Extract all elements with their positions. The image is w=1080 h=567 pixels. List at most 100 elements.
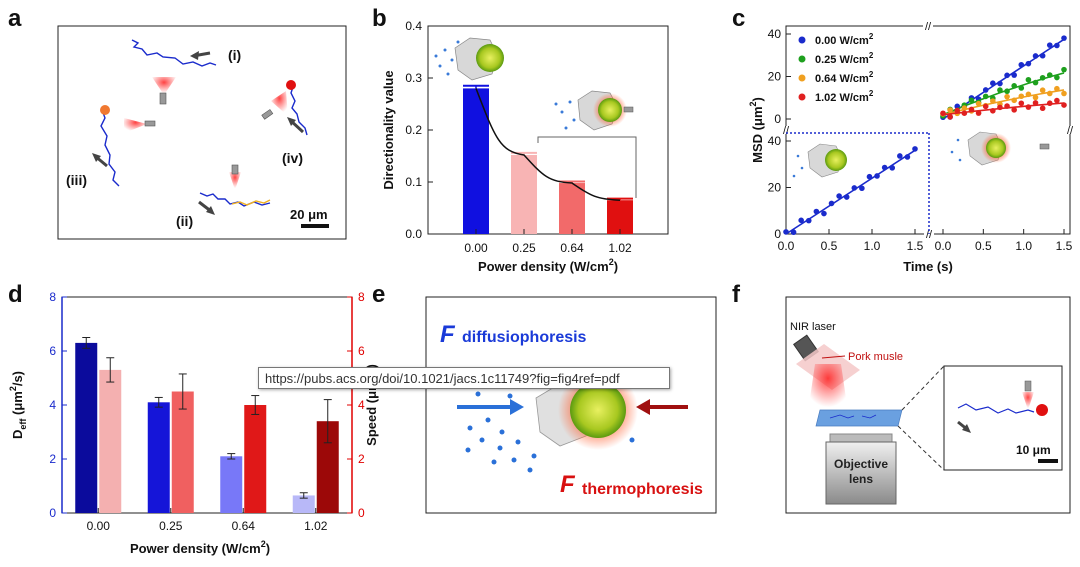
panel-c-legend-marker — [798, 55, 806, 63]
panel-c-ytick-label: 0 — [774, 227, 781, 241]
arrow-iii-head — [92, 153, 101, 162]
panel-label-c: c — [732, 5, 745, 32]
laser-beam-iv — [271, 91, 288, 116]
panel-c-point — [1054, 42, 1060, 49]
panel-c-xtick-label: 1.5 — [1056, 239, 1073, 253]
panel-b-bar — [559, 183, 585, 234]
panel-d-ytick-right-label: 2 — [358, 452, 365, 466]
panel-e: F diffusiophoresis F thermophoresis — [425, 296, 717, 514]
panel-f-objective-label-1: Objective — [834, 457, 888, 471]
panel-e-f1: F — [440, 321, 456, 348]
panel-b-chart: Directionality value Power density (W/cm… — [381, 19, 669, 274]
panel-c-point — [975, 110, 982, 116]
panel-d-ytick-left-label: 6 — [49, 344, 56, 358]
panel-f-objective — [825, 441, 897, 505]
panel-c-xtick-label: 0.5 — [821, 239, 838, 253]
panel-f-inset — [943, 365, 1063, 471]
panel-c-point — [889, 165, 896, 171]
panel-c-point — [1054, 97, 1060, 104]
panel-f-slide — [815, 409, 903, 427]
panel-d-ylabel-left: Deff (μm2/s) — [8, 371, 28, 439]
panel-e-blue-arrow-head — [510, 399, 524, 415]
panel-c-legend-label: 1.02 W/cm2 — [815, 89, 874, 104]
laser-beam-i — [152, 77, 176, 95]
panel-c-legend-label: 0.25 W/cm2 — [815, 51, 874, 66]
laser-head-ii — [231, 164, 239, 175]
panel-label-b: b — [372, 5, 387, 32]
panel-c-point — [881, 164, 888, 171]
panel-f-tissue-pointer — [821, 355, 846, 359]
panel-d-ytick-left-label: 8 — [49, 290, 56, 304]
panel-c-particle-2 — [950, 131, 1050, 166]
panel-c-point — [940, 110, 946, 117]
panel-f-zoom-line-1 — [901, 365, 945, 411]
panel-c-point — [968, 97, 975, 104]
panel-d-bar-speed — [171, 391, 194, 513]
panel-c-point — [982, 103, 989, 110]
panel-c-point — [859, 185, 865, 192]
trajectory-i — [131, 39, 217, 67]
panel-c-point — [1032, 94, 1039, 101]
panel-c-ytick-label: 20 — [768, 181, 782, 195]
panel-e-f2: F — [560, 471, 576, 498]
panel-c-point — [836, 193, 842, 199]
panel-d-bar-speed — [99, 369, 122, 513]
panel-c-point — [1011, 97, 1017, 104]
arrow-ii-head — [206, 206, 215, 215]
panel-c-particle-1 — [792, 143, 847, 178]
panel-f: NIR laser Pork musle Objective lens 10 μ… — [785, 296, 1071, 514]
panel-c-xbreak: // — [926, 229, 933, 241]
arrow-iv-head — [287, 117, 296, 126]
panel-c-point — [1004, 72, 1010, 79]
scalebar-a — [301, 224, 329, 228]
panel-c-point — [975, 100, 982, 107]
panel-c-point — [1061, 66, 1067, 73]
panel-d-bar-deff — [147, 402, 170, 513]
panel-c-point — [1046, 100, 1053, 107]
panel-e-f2-sub: thermophoresis — [582, 481, 703, 498]
panel-label-d: d — [8, 281, 23, 308]
panel-c-xtick-label: 0.0 — [935, 239, 952, 253]
panel-b-xtick-label: 1.02 — [608, 241, 632, 255]
panel-b-bar — [511, 154, 537, 234]
panel-b-ylabel: Directionality value — [381, 70, 396, 189]
panel-c-ylabel: MSD (μm2) — [748, 97, 765, 163]
panel-f-scalebar-label: 10 μm — [1016, 443, 1051, 457]
panel-c-point — [961, 110, 968, 116]
panel-c-xtick-label: 0.5 — [975, 239, 992, 253]
panel-c-point — [1018, 61, 1025, 68]
panel-c-point — [961, 105, 968, 111]
panel-c-point — [1025, 91, 1032, 98]
panel-c-point — [1054, 74, 1060, 81]
panel-c-point — [851, 185, 858, 191]
panel-c-point — [1039, 74, 1046, 81]
panel-c-point — [1039, 87, 1046, 94]
panel-b-particle-1 — [434, 37, 504, 81]
panel-c-ytick-label: 40 — [768, 134, 782, 148]
panel-c-ytick-label: 40 — [768, 27, 782, 41]
panel-f-objective-top — [829, 433, 893, 443]
panel-c-point — [947, 107, 953, 113]
panel-d-xtick-label: 0.64 — [232, 519, 256, 533]
panel-c-point — [1039, 52, 1046, 59]
panel-d-bar-deff — [220, 456, 243, 513]
trajectory-ii — [199, 192, 271, 207]
end-cluster-iv — [286, 80, 296, 90]
panel-c-legend-label: 0.64 W/cm2 — [815, 70, 874, 85]
laser-head-iii — [144, 120, 156, 127]
laser-head-iv — [261, 109, 274, 120]
panel-c-xtick-label: 0.0 — [778, 239, 795, 253]
panel-c-point — [1018, 85, 1025, 91]
panel-c-point — [997, 87, 1003, 93]
panel-c-point — [1018, 100, 1025, 107]
panel-b-ytick-label: 0.4 — [405, 19, 422, 33]
panel-f-beam — [808, 364, 848, 412]
panel-c-point — [1046, 72, 1053, 78]
panel-c-ybreak: // — [783, 125, 790, 137]
laser-beam-iii — [124, 118, 147, 133]
panel-c-point — [990, 80, 996, 87]
panel-c-point — [798, 217, 804, 224]
panel-c-legend-marker — [798, 93, 806, 101]
laser-head-i — [159, 92, 167, 105]
panel-d-bar-speed — [244, 405, 267, 513]
